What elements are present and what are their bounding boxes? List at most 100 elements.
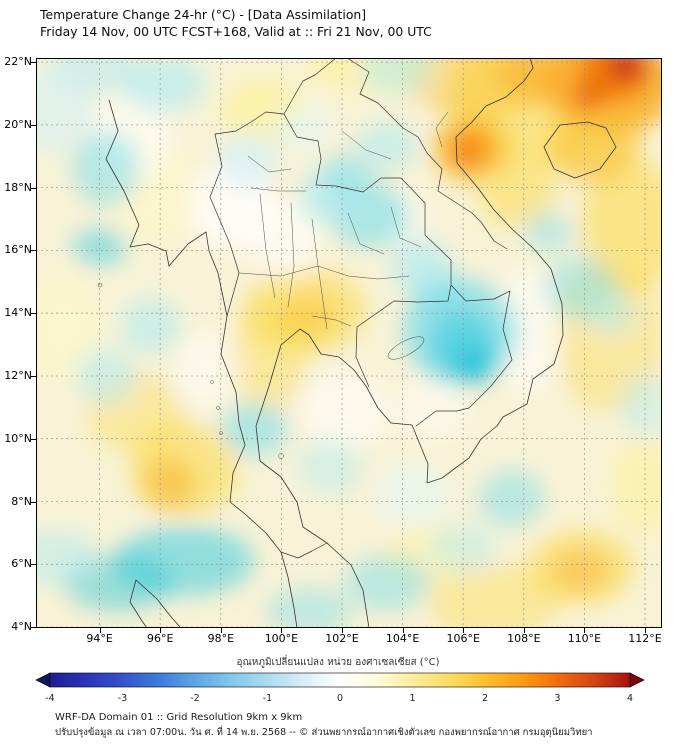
x-axis-label: 108°E <box>507 632 541 645</box>
chart-header: Temperature Change 24-hr (°C) - [Data As… <box>40 7 432 40</box>
y-axis-label: 8°N <box>11 494 32 508</box>
x-axis-tick <box>342 628 343 633</box>
hainan-island <box>543 121 617 179</box>
field-blob <box>581 156 662 295</box>
field-blob <box>72 131 139 207</box>
field-blob <box>446 129 492 171</box>
province-lines <box>238 111 449 330</box>
colorbar-tick-label: -1 <box>263 693 272 704</box>
colorbar-tick-label: 1 <box>409 693 415 704</box>
map-frame <box>36 58 662 628</box>
x-axis-tick <box>100 628 101 633</box>
field-blob <box>496 58 588 103</box>
x-axis-tick <box>463 628 464 633</box>
field-blob <box>608 435 662 536</box>
y-axis-label: 4°N <box>11 620 32 634</box>
national-borders <box>209 58 513 559</box>
footer-domain-info: WRF-DA Domain 01 :: Grid Resolution 9km … <box>55 712 303 723</box>
field-blob <box>120 58 206 113</box>
y-axis-tick <box>31 313 36 314</box>
coastline <box>105 58 564 628</box>
y-axis-tick <box>31 376 36 377</box>
colorbar-tick-label: 0 <box>337 693 343 704</box>
y-axis-label: 10°N <box>4 431 32 445</box>
field-blob <box>72 228 127 267</box>
x-axis-label: 104°E <box>385 632 420 645</box>
country-borders <box>97 58 617 628</box>
field-blob <box>375 463 449 527</box>
field-blob <box>36 529 100 587</box>
island <box>219 431 223 435</box>
x-axis-label: 112°E <box>628 632 662 645</box>
island <box>278 453 284 459</box>
y-axis-tick <box>31 125 36 126</box>
field-blob <box>142 457 197 508</box>
y-axis-label: 22°N <box>4 55 32 69</box>
field-blob <box>478 470 545 527</box>
field-blob <box>551 548 612 593</box>
y-axis-tick <box>31 439 36 440</box>
footer-update-info: ปรับปรุงข้อมูล ณ เวลา 07:00น. วัน ศ. ที่… <box>55 727 593 738</box>
y-axis-label: 6°N <box>11 557 32 571</box>
colorbar-tick-label: 3 <box>554 693 560 704</box>
field-blob <box>266 586 352 628</box>
x-axis-label: 100°E <box>264 632 299 645</box>
island <box>97 282 103 288</box>
colorbar-label: อุณหภูมิเปลี่ยนแปลง หน่วย องศาเซลเซียส (… <box>236 657 440 668</box>
y-axis-tick <box>31 250 36 251</box>
y-axis-label: 20°N <box>4 117 32 131</box>
grid-lines <box>36 58 662 628</box>
field-blob <box>620 375 662 439</box>
field-blob <box>390 237 452 295</box>
y-axis-label: 16°N <box>4 243 32 257</box>
field-blob <box>608 58 646 80</box>
x-axis-tick <box>403 628 404 633</box>
colorbar-tick-label: -4 <box>45 693 54 704</box>
colorbar-tick-label: -3 <box>118 693 127 704</box>
temperature-field <box>36 58 662 628</box>
field-blob <box>360 58 433 94</box>
x-axis-label: 94°E <box>86 632 113 645</box>
temperature-change-map <box>36 58 662 628</box>
colorbar: -4 -3 -2 -1 0 1 2 3 4 <box>35 672 645 704</box>
field-blob <box>299 372 391 449</box>
x-axis-tick <box>645 628 646 633</box>
y-axis-tick <box>31 188 36 189</box>
map-plot-area: 22°N 20°N 18°N 16°N 14°N 12°N 10°N 8°N 6°N 4°N 94°… <box>0 55 676 646</box>
field-blob <box>275 106 330 150</box>
x-axis-label: 110°E <box>567 632 602 645</box>
colorbar-tick-label: 2 <box>482 693 488 704</box>
field-blob <box>75 347 136 405</box>
island <box>210 380 214 384</box>
x-axis-label: 98°E <box>207 632 235 645</box>
colorbar-gradient-bar <box>49 672 631 688</box>
field-blob <box>36 65 94 154</box>
field-blob <box>345 554 430 612</box>
y-axis-tick <box>31 62 36 63</box>
field-blob <box>296 438 364 496</box>
field-blob <box>452 346 495 384</box>
field-blob <box>478 159 558 229</box>
y-axis-tick <box>31 627 36 628</box>
colorbar-tick-label: 4 <box>627 693 633 704</box>
x-axis-label: 96°E <box>146 632 174 645</box>
field-blob <box>548 109 639 185</box>
colorbar-tick-label: -2 <box>190 693 199 704</box>
colorbar-right-arrow <box>629 672 645 688</box>
field-blob <box>217 131 279 188</box>
colorbar-left-arrow <box>35 672 51 688</box>
y-axis-label: 14°N <box>4 306 32 320</box>
province-borders <box>97 111 449 459</box>
tonle-sap-lake <box>387 336 425 360</box>
chart-subtitle: Friday 14 Nov, 00 UTC FCST+168, Valid at… <box>40 23 432 39</box>
y-axis-label: 18°N <box>4 180 32 194</box>
colorbar-tick-labels: -4 -3 -2 -1 0 1 2 3 4 <box>45 693 633 704</box>
y-axis-tick <box>31 502 36 503</box>
field-blob <box>220 402 288 456</box>
x-axis-tick <box>221 628 222 633</box>
sumatra-tip <box>129 579 182 628</box>
field-blob <box>399 375 467 439</box>
x-axis-label: 102°E <box>325 632 359 645</box>
x-axis-tick <box>281 628 282 633</box>
